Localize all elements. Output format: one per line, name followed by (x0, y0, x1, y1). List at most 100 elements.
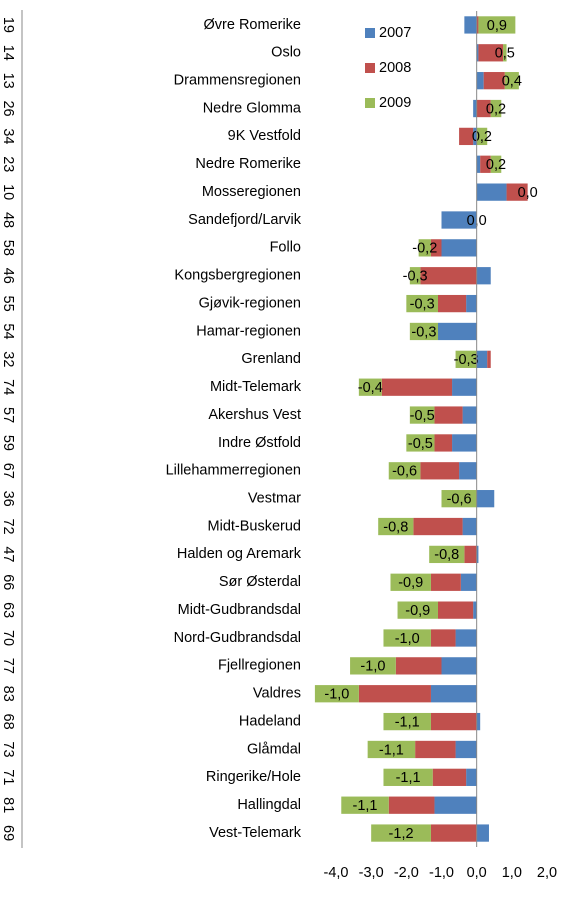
category-code: 34 (0, 128, 16, 144)
data-label: -1,0 (360, 659, 385, 675)
category-label: Glåmdal (247, 741, 301, 757)
legend-swatch (365, 98, 375, 108)
category-code: 81 (0, 797, 16, 813)
bar (462, 406, 477, 424)
category-label: Halden og Aremark (177, 546, 302, 562)
bar (464, 545, 477, 564)
category-label: Hallingdal (237, 797, 301, 813)
category-code: 71 (0, 769, 16, 785)
bar (476, 350, 488, 368)
bar (406, 434, 435, 452)
bar (432, 768, 467, 786)
legend-swatch (365, 28, 375, 38)
data-label: -1,1 (379, 742, 404, 758)
bar (314, 685, 359, 703)
category-code: 13 (0, 73, 16, 89)
bar (490, 155, 502, 173)
bar (350, 657, 396, 675)
bar (487, 350, 491, 368)
bar (409, 322, 438, 341)
category-code: 59 (0, 435, 16, 451)
x-tick-label: -2,0 (394, 865, 419, 881)
bar (476, 183, 507, 201)
bar (413, 517, 463, 536)
data-label: 0,0 (518, 185, 538, 201)
bar (430, 824, 477, 842)
category-code: 48 (0, 212, 16, 228)
bar (383, 768, 433, 786)
category-code: 77 (0, 658, 16, 674)
bar (420, 462, 460, 480)
category-label: Nedre Romerike (195, 156, 301, 172)
data-label: -0,9 (405, 603, 430, 619)
category-label: Midt-Buskerud (208, 518, 301, 534)
category-label: Midt-Telemark (210, 379, 302, 395)
data-label: -1,1 (353, 798, 378, 814)
bar (441, 490, 477, 508)
bar (420, 267, 477, 285)
data-label: -1,2 (389, 826, 414, 842)
bar (388, 796, 435, 814)
category-code: 23 (0, 156, 16, 172)
bar (476, 44, 479, 62)
legend-swatch (365, 63, 375, 73)
bar (476, 267, 491, 285)
bar (455, 740, 477, 759)
x-tick-label: -3,0 (359, 865, 384, 881)
bar (358, 378, 382, 396)
legend-label: 2009 (379, 95, 411, 111)
bar (381, 378, 453, 396)
data-label: -0,3 (454, 352, 479, 368)
bar (341, 796, 389, 814)
category-label: Lillehammerregionen (166, 463, 301, 479)
bar (388, 462, 421, 480)
data-label: -0,4 (358, 380, 383, 396)
category-code: 57 (0, 407, 16, 423)
category-code: 26 (0, 100, 16, 116)
category-label: Grenland (241, 351, 301, 367)
x-tick-label: 1,0 (502, 865, 522, 881)
bar (397, 601, 438, 619)
x-tick-label: -4,0 (324, 865, 349, 881)
bar (473, 601, 477, 619)
bar (383, 629, 431, 647)
category-code: 66 (0, 574, 16, 590)
bar (430, 712, 477, 731)
data-label: -1,1 (395, 714, 420, 730)
category-code: 83 (0, 686, 16, 702)
data-label: -0,3 (403, 269, 428, 285)
category-code: 47 (0, 546, 16, 562)
category-label: Sør Østerdal (219, 574, 301, 590)
data-label: 0,2 (486, 101, 506, 117)
category-code: 73 (0, 741, 16, 757)
category-label: Mosseregionen (202, 184, 301, 200)
category-label: Hadeland (239, 713, 301, 729)
data-label: 0,2 (472, 129, 492, 145)
category-label: 9K Vestfold (228, 128, 301, 144)
bar (383, 712, 431, 731)
category-code: 68 (0, 714, 16, 730)
category-label: Ringerike/Hole (206, 769, 301, 785)
bar (459, 127, 474, 146)
bar (455, 629, 477, 647)
category-code: 54 (0, 323, 16, 339)
bar (437, 322, 477, 341)
bar (430, 685, 477, 703)
bar (476, 72, 484, 90)
data-label: -0,8 (383, 519, 408, 535)
data-label: -0,5 (410, 408, 435, 424)
data-label: 0,5 (495, 46, 515, 62)
bar (358, 685, 431, 703)
bar (429, 545, 465, 564)
category-label: Nedre Glomma (203, 100, 302, 116)
bar (490, 99, 502, 118)
data-label: -0,5 (408, 436, 433, 452)
category-code: 63 (0, 602, 16, 618)
bar (441, 657, 477, 675)
x-tick-label: 2,0 (537, 865, 557, 881)
data-label: 0,4 (502, 73, 522, 89)
bar (418, 239, 431, 257)
bar (476, 127, 488, 146)
bar (437, 601, 474, 619)
bar (441, 211, 477, 229)
